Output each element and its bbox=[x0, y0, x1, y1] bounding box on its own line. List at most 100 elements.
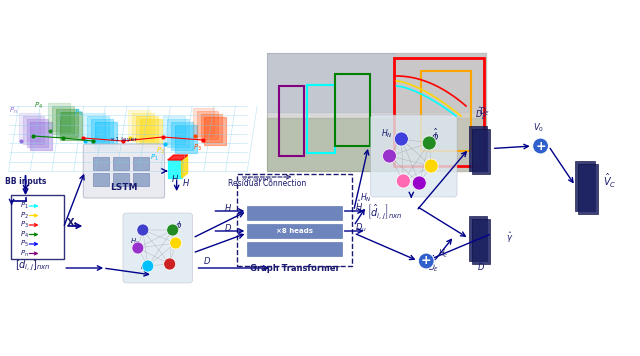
Bar bbox=[140, 119, 162, 147]
Bar bbox=[205, 117, 227, 145]
FancyBboxPatch shape bbox=[267, 53, 486, 171]
Text: $D_E$: $D_E$ bbox=[479, 105, 490, 117]
Bar bbox=[196, 111, 218, 139]
Text: $P_3$: $P_3$ bbox=[193, 143, 202, 153]
FancyBboxPatch shape bbox=[11, 195, 64, 259]
Bar bbox=[93, 173, 109, 186]
Text: $P_4$: $P_4$ bbox=[34, 101, 43, 111]
Bar bbox=[166, 119, 189, 147]
Bar bbox=[394, 58, 484, 166]
Bar bbox=[60, 112, 82, 140]
Bar bbox=[171, 122, 193, 150]
Text: $\left[d_{i,j}\right]_{nxn}$: $\left[d_{i,j}\right]_{nxn}$ bbox=[15, 258, 51, 273]
Bar bbox=[200, 114, 222, 142]
Bar bbox=[22, 116, 44, 144]
Text: $P_1$: $P_1$ bbox=[20, 201, 28, 211]
Text: $P_1$: $P_1$ bbox=[150, 153, 159, 163]
Polygon shape bbox=[182, 155, 188, 178]
Text: $D_E$: $D_E$ bbox=[428, 262, 440, 274]
Bar bbox=[335, 74, 369, 146]
Text: $V_0$: $V_0$ bbox=[532, 122, 543, 135]
Circle shape bbox=[164, 258, 175, 270]
Polygon shape bbox=[168, 155, 188, 160]
Bar bbox=[95, 122, 117, 150]
Text: +: + bbox=[421, 255, 431, 267]
Text: ×1 layer: ×1 layer bbox=[111, 137, 138, 142]
Bar bbox=[421, 71, 471, 151]
Circle shape bbox=[394, 132, 408, 146]
Text: $\hat{\gamma}$: $\hat{\gamma}$ bbox=[506, 230, 513, 245]
Text: $\left[\hat{d}_{i,j}\right]_{nxn}$: $\left[\hat{d}_{i,j}\right]_{nxn}$ bbox=[367, 202, 402, 221]
Text: $P_2$: $P_2$ bbox=[20, 210, 28, 221]
Text: Graph Transformer: Graph Transformer bbox=[250, 264, 339, 273]
Bar bbox=[93, 157, 109, 170]
Text: $P_n$: $P_n$ bbox=[9, 106, 18, 116]
Bar bbox=[128, 110, 150, 138]
Bar bbox=[56, 109, 78, 137]
Text: $H$: $H$ bbox=[224, 202, 232, 213]
FancyBboxPatch shape bbox=[579, 164, 598, 214]
Text: $\hat{D}$: $\hat{D}$ bbox=[477, 258, 485, 273]
FancyBboxPatch shape bbox=[469, 216, 487, 261]
Text: $H_N$: $H_N$ bbox=[381, 128, 393, 141]
Text: BB inputs: BB inputs bbox=[5, 177, 46, 186]
Text: $H_n$: $H_n$ bbox=[130, 237, 140, 247]
Bar bbox=[133, 157, 149, 170]
Text: $\hat{\phi}$: $\hat{\phi}$ bbox=[431, 127, 439, 145]
Circle shape bbox=[396, 174, 410, 188]
Circle shape bbox=[166, 224, 179, 236]
Bar bbox=[83, 113, 105, 141]
Circle shape bbox=[412, 176, 426, 190]
Text: $D_u$: $D_u$ bbox=[355, 222, 367, 235]
Bar bbox=[307, 85, 335, 153]
Bar bbox=[26, 119, 49, 147]
Text: LSTM: LSTM bbox=[110, 183, 138, 192]
FancyBboxPatch shape bbox=[371, 115, 457, 197]
FancyBboxPatch shape bbox=[123, 213, 193, 283]
Circle shape bbox=[532, 138, 548, 154]
Text: $\hat{D}_E$: $\hat{D}_E$ bbox=[475, 105, 487, 121]
Text: $\mathbf{X_t}$: $\mathbf{X_t}$ bbox=[66, 216, 79, 230]
Text: $P_5$: $P_5$ bbox=[74, 108, 83, 118]
Circle shape bbox=[383, 149, 396, 163]
Text: $P_4$: $P_4$ bbox=[20, 229, 29, 240]
FancyBboxPatch shape bbox=[575, 161, 595, 211]
Text: $H$: $H$ bbox=[182, 177, 189, 188]
Bar bbox=[279, 86, 304, 156]
Text: $\hat{H}$: $\hat{H}$ bbox=[355, 198, 363, 213]
Bar bbox=[132, 113, 154, 141]
Bar bbox=[91, 119, 113, 147]
Text: $D$: $D$ bbox=[224, 222, 232, 233]
Circle shape bbox=[170, 237, 182, 249]
Text: ×5 layers: ×5 layers bbox=[243, 177, 273, 182]
Text: $\hat{V}_C$: $\hat{V}_C$ bbox=[604, 172, 617, 190]
FancyBboxPatch shape bbox=[83, 144, 164, 198]
Text: ×8 heads: ×8 heads bbox=[276, 228, 313, 234]
FancyBboxPatch shape bbox=[472, 219, 490, 264]
Polygon shape bbox=[168, 160, 182, 178]
Bar bbox=[113, 157, 129, 170]
Bar bbox=[52, 106, 74, 134]
FancyBboxPatch shape bbox=[247, 206, 342, 220]
Circle shape bbox=[132, 242, 144, 254]
Bar bbox=[31, 122, 52, 150]
Text: $H_N$: $H_N$ bbox=[360, 192, 371, 204]
Text: Residual Connection: Residual Connection bbox=[228, 179, 307, 188]
Text: $P_2$: $P_2$ bbox=[156, 146, 165, 156]
Circle shape bbox=[422, 136, 436, 150]
Bar bbox=[87, 116, 109, 144]
Text: $P_n$: $P_n$ bbox=[20, 248, 29, 258]
Text: $H_1$: $H_1$ bbox=[140, 263, 150, 273]
Bar bbox=[113, 173, 129, 186]
Bar bbox=[193, 108, 214, 136]
Text: $H_c$: $H_c$ bbox=[438, 247, 449, 260]
Circle shape bbox=[137, 224, 149, 236]
Bar bbox=[133, 173, 149, 186]
FancyBboxPatch shape bbox=[247, 224, 342, 238]
FancyBboxPatch shape bbox=[247, 242, 342, 256]
Circle shape bbox=[424, 159, 438, 173]
Text: $P_3$: $P_3$ bbox=[20, 220, 29, 230]
Text: $D$: $D$ bbox=[202, 255, 211, 266]
Text: +: + bbox=[535, 140, 546, 152]
Text: $H$: $H$ bbox=[171, 173, 179, 184]
